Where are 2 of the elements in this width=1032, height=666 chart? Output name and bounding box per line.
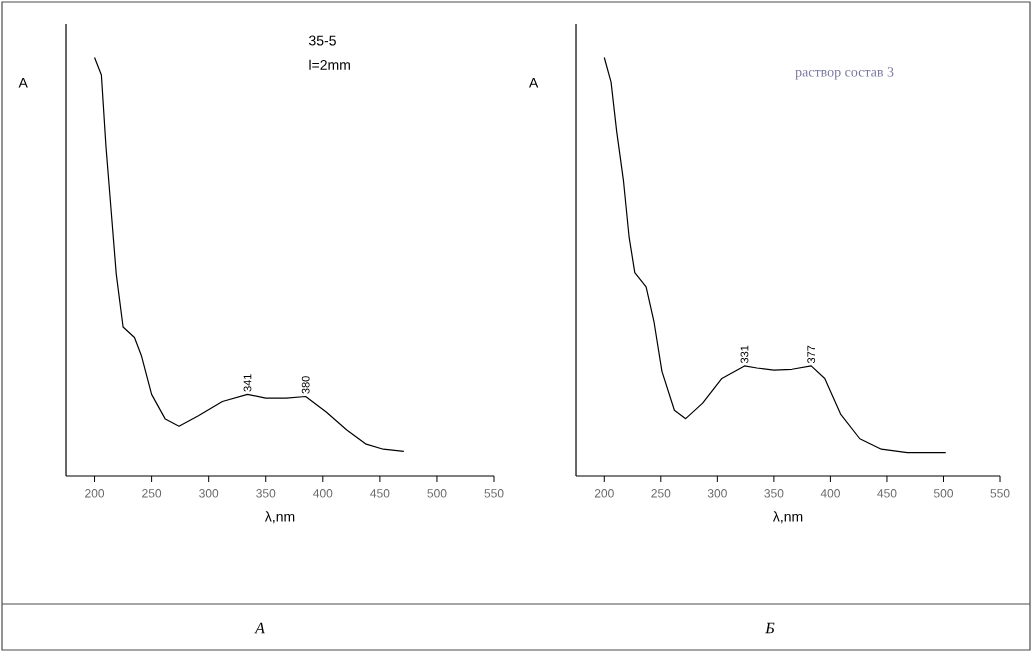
text: А [254,622,265,634]
text: Б [765,622,775,634]
